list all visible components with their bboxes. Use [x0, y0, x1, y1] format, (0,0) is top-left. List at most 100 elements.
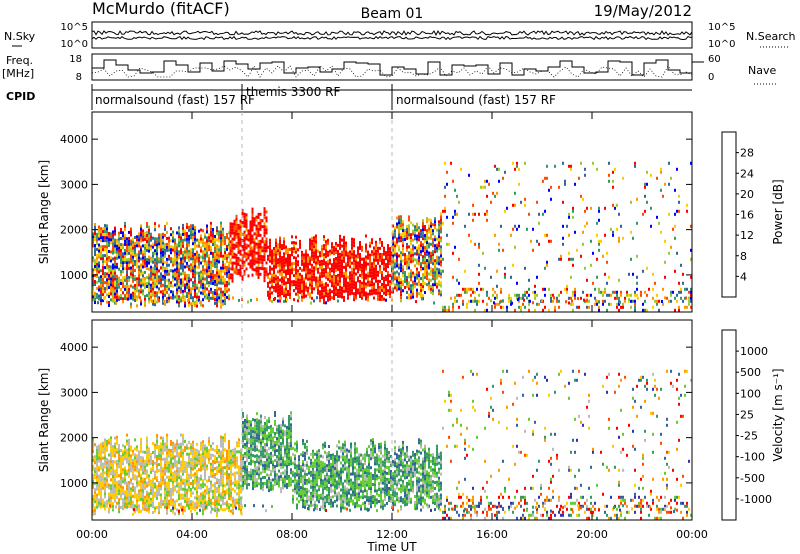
power-cell [214, 283, 216, 286]
power-cell [428, 230, 430, 234]
power-cell [323, 283, 325, 287]
power-cell [644, 290, 646, 294]
power-cell [142, 271, 144, 275]
power-cell [440, 281, 442, 285]
velocity-cell [218, 460, 220, 464]
power-cell [166, 245, 168, 249]
power-cell [176, 279, 178, 283]
power-cell [353, 241, 355, 245]
power-cell [295, 277, 297, 281]
power-cell [108, 295, 110, 298]
velocity-cell [174, 446, 176, 450]
power-cell [478, 212, 480, 216]
velocity-cell [128, 444, 130, 448]
velocity-cell [160, 442, 162, 446]
power-cell [584, 167, 586, 171]
velocity-cell [172, 474, 174, 478]
power-cell [220, 227, 222, 231]
power-cell [331, 281, 333, 285]
velocity-cell [118, 498, 120, 502]
power-cell [347, 257, 349, 261]
velocity-cell [146, 463, 148, 467]
power-cell [130, 245, 132, 249]
power-cell [343, 250, 345, 254]
power-cell [349, 262, 351, 266]
power-cell [293, 283, 295, 287]
power-cell [176, 285, 178, 289]
velocity-cell [182, 466, 184, 470]
velocity-cell [186, 470, 188, 474]
velocity-cell [222, 451, 224, 455]
velocity-cell [154, 461, 156, 465]
power-cell [235, 271, 238, 275]
velocity-cell [152, 442, 154, 445]
power-cell [400, 239, 402, 243]
power-cell [251, 261, 254, 265]
power-cell [295, 241, 297, 245]
power-cell [126, 261, 128, 265]
power-cell [224, 263, 226, 267]
velocity-cell [158, 502, 160, 506]
power-cell [263, 234, 266, 238]
power-cell [508, 299, 510, 303]
velocity-cell [126, 487, 128, 491]
power-cell [582, 230, 584, 234]
power-cell [220, 293, 222, 297]
velocity-cell [220, 462, 222, 466]
velocity-cell [180, 481, 182, 485]
power-cell [618, 239, 620, 243]
power-cell [289, 266, 291, 269]
velocity-cell [206, 449, 208, 453]
velocity-cell [166, 475, 168, 479]
velocity-cell [110, 463, 112, 467]
power-cell [214, 247, 216, 250]
power-cell [289, 278, 291, 281]
power-cell [347, 284, 349, 288]
power-cell [355, 266, 357, 270]
power-cell [468, 287, 470, 291]
velocity-cell [218, 478, 220, 482]
power-cell [353, 253, 355, 257]
power-cell [166, 221, 168, 225]
power-cell [652, 296, 654, 300]
power-cell [454, 299, 456, 303]
power-cell [313, 278, 315, 282]
power-cell [206, 227, 208, 231]
power-cell [436, 246, 438, 250]
power-cell [321, 247, 323, 251]
power-cell [146, 222, 148, 225]
power-cell [277, 294, 279, 298]
velocity-cell [94, 494, 96, 498]
power-cell [188, 282, 190, 286]
velocity-cell [178, 491, 180, 495]
power-cell [295, 274, 297, 278]
power-cell [237, 262, 240, 266]
power-cell [222, 236, 224, 240]
power-cell [422, 246, 424, 250]
power-cell [424, 261, 426, 264]
velocity-cell [94, 455, 96, 459]
power-cell [146, 237, 148, 240]
power-cell [259, 221, 262, 225]
power-cell [436, 270, 438, 274]
velocity-cell [142, 459, 144, 463]
power-cell [275, 241, 277, 245]
velocity-cell [132, 449, 134, 453]
power-cell [398, 230, 400, 234]
power-cell [359, 286, 361, 289]
power-cell [192, 299, 194, 303]
power-cell [154, 300, 156, 304]
power-cell [408, 293, 410, 297]
velocity-cell [180, 460, 182, 464]
power-cell [281, 265, 283, 269]
power-cell [160, 266, 162, 270]
power-cell [602, 254, 604, 258]
velocity-cell [202, 509, 204, 513]
velocity-cell [216, 511, 218, 515]
power-cell [168, 269, 170, 273]
velocity-cell [160, 499, 162, 503]
power-cell [267, 275, 269, 279]
power-cell [327, 259, 329, 263]
power-cell [138, 235, 140, 239]
power-cell [218, 236, 220, 240]
